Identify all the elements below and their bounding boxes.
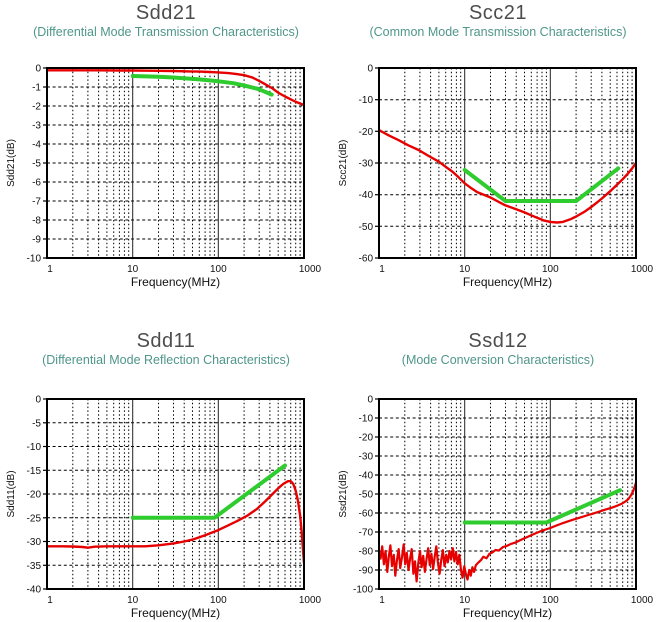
gridlines	[47, 399, 304, 589]
gridlines	[47, 68, 304, 258]
y-tick-label: 0	[367, 64, 373, 75]
y-tick-label: -60	[359, 509, 374, 520]
y-tick-label: -8	[32, 216, 41, 227]
chart-subtitle-sdd11: (Differential Mode Reflection Characteri…	[42, 353, 290, 367]
y-tick-label: -2	[32, 102, 41, 113]
y-tick-label: -6	[32, 178, 41, 189]
limit-trace	[130, 74, 274, 97]
y-tick-label: 0	[367, 395, 373, 406]
x-tick-label: 100	[542, 264, 559, 275]
gridlines	[379, 68, 636, 258]
y-tick-label: -10	[27, 442, 42, 453]
axis-labels: 0 -5 -10 -15 -20 -25 -30 -35 -40 1 10 100 1000 Freque…	[6, 395, 322, 621]
chart-subtitle-sdd21: (Differential Mode Transmission Characte…	[33, 25, 299, 39]
y-tick-label: -40	[27, 585, 42, 596]
limit-trace	[130, 463, 287, 520]
y-tick-label: -40	[359, 190, 374, 201]
chart-subtitle-ssd12: (Mode Conversion Characteristics)	[401, 353, 595, 367]
y-tick-label: -7	[32, 197, 41, 208]
chart-subtitle-scc21: (Common Mode Transmission Characteristic…	[369, 25, 627, 39]
x-tick-label: 1000	[631, 264, 654, 275]
limit-trace	[462, 488, 622, 525]
x-tick-label: 1	[47, 264, 53, 275]
y-tick-label: -80	[359, 547, 374, 558]
x-tick-label: 10	[127, 595, 139, 606]
y-tick-label: -4	[32, 140, 41, 151]
chart-cell-ssd12: Ssd12 (Mode Conversion Characteristics) …	[332, 320, 664, 622]
y-tick-label: 0	[35, 395, 41, 406]
traces	[47, 69, 304, 107]
y-tick-label: -10	[359, 414, 374, 425]
y-tick-label: -25	[27, 513, 42, 524]
x-tick-label: 1000	[299, 264, 322, 275]
x-tick-label: 10	[127, 264, 139, 275]
y-axis-label: Ssd21(dB)	[338, 470, 349, 517]
axis-labels: 0 -1 -2 -3 -4 -5 -6 -7 -8 -9 -10 1 10 100 1000 Frequenc…	[6, 64, 322, 290]
ssd12-plot: 0 -10 -20 -30 -40 -50 -60 -70 -80 -90 -100 1 10 100 10…	[338, 395, 654, 621]
x-tick-label: 10	[459, 264, 471, 275]
y-tick-label: -5	[32, 159, 41, 170]
traces	[47, 463, 304, 565]
y-tick-label: -10	[359, 95, 374, 106]
x-axis-label: Frequency(MHz)	[463, 275, 552, 289]
chart-title-scc21: Scc21	[468, 2, 528, 24]
measured-trace	[379, 128, 636, 224]
y-tick-label: -30	[27, 537, 42, 548]
x-tick-label: 100	[542, 595, 559, 606]
y-tick-label: -60	[359, 254, 374, 265]
gridlines	[379, 399, 636, 589]
x-tick-label: 10	[459, 595, 471, 606]
chart-cell-sdd11: Sdd11 (Differential Mode Reflection Char…	[0, 320, 332, 622]
limit-trace	[462, 166, 621, 203]
y-tick-label: -5	[32, 418, 41, 429]
x-tick-label: 1	[379, 264, 385, 275]
measured-trace	[379, 481, 636, 583]
sdd11-plot: 0 -5 -10 -15 -20 -25 -30 -35 -40 1 10 100 1000 Freque…	[6, 395, 322, 621]
x-tick-label: 1000	[299, 595, 322, 606]
chart-title-sdd11: Sdd11	[136, 330, 196, 352]
y-tick-label: -50	[359, 490, 374, 501]
sdd21-plot: 0 -1 -2 -3 -4 -5 -6 -7 -8 -9 -10 1 10 100 1000 Frequenc…	[6, 64, 322, 290]
chart-cell-scc21: Scc21 (Common Mode Transmission Characte…	[332, 0, 664, 300]
y-tick-label: -1	[32, 83, 41, 94]
y-tick-label: -40	[359, 471, 374, 482]
y-tick-label: -15	[27, 466, 42, 477]
x-axis-label: Frequency(MHz)	[131, 606, 220, 620]
traces	[379, 481, 636, 583]
x-tick-label: 1	[47, 595, 53, 606]
y-tick-label: -100	[353, 585, 373, 596]
chart-title-ssd12: Ssd12	[468, 330, 528, 352]
measured-trace	[47, 479, 304, 565]
axis-labels: 0 -10 -20 -30 -40 -50 -60 -70 -80 -90 -100 1 10 100 10…	[338, 395, 654, 621]
y-tick-label: -30	[359, 159, 374, 170]
measured-trace	[47, 69, 304, 107]
y-axis-label: Sdd11(dB)	[6, 470, 17, 517]
x-axis-label: Frequency(MHz)	[463, 606, 552, 620]
traces	[379, 128, 636, 224]
y-tick-label: -50	[359, 222, 374, 233]
y-tick-label: -90	[359, 566, 374, 577]
axis-labels: 0 -10 -20 -30 -40 -50 -60 1 10 100 1000 Frequency(M…	[338, 64, 654, 290]
y-tick-label: -20	[359, 127, 374, 138]
x-tick-label: 100	[210, 264, 227, 275]
scc21-plot: 0 -10 -20 -30 -40 -50 -60 1 10 100 1000 Frequency(M…	[338, 64, 654, 290]
y-axis-label: Scc21(dB)	[338, 140, 349, 187]
y-tick-label: -9	[32, 235, 41, 246]
y-tick-label: -20	[27, 490, 42, 501]
y-tick-label: -10	[27, 254, 42, 265]
y-tick-label: 0	[35, 64, 41, 75]
chart-title-sdd21: Sdd21	[135, 2, 197, 24]
x-tick-label: 1000	[631, 595, 654, 606]
y-tick-label: -20	[359, 433, 374, 444]
y-tick-label: -35	[27, 561, 42, 572]
x-axis-label: Frequency(MHz)	[131, 275, 220, 289]
x-tick-label: 100	[210, 595, 227, 606]
x-tick-label: 1	[379, 595, 385, 606]
y-tick-label: -3	[32, 121, 41, 132]
y-tick-label: -70	[359, 528, 374, 539]
y-axis-label: Sdd21(dB)	[6, 139, 17, 187]
y-tick-label: -30	[359, 452, 374, 463]
chart-cell-sdd21: Sdd21 (Differential Mode Transmission Ch…	[0, 0, 332, 300]
